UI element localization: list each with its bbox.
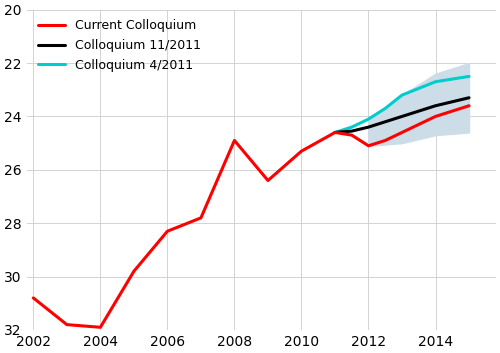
Colloquium 11/2011: [466, 96, 472, 100]
Current Colloquium: [298, 149, 304, 153]
Current Colloquium: [30, 296, 36, 300]
Current Colloquium: [399, 130, 405, 134]
Colloquium 4/2011: [382, 106, 388, 110]
Line: Current Colloquium: Current Colloquium: [34, 106, 469, 327]
Current Colloquium: [432, 114, 438, 119]
Colloquium 4/2011: [399, 93, 405, 97]
Current Colloquium: [382, 138, 388, 143]
Colloquium 4/2011: [432, 80, 438, 84]
Colloquium 11/2011: [399, 114, 405, 119]
Current Colloquium: [348, 133, 354, 137]
Colloquium 11/2011: [432, 104, 438, 108]
Colloquium 11/2011: [382, 120, 388, 124]
Current Colloquium: [98, 325, 103, 329]
Colloquium 4/2011: [348, 125, 354, 129]
Current Colloquium: [64, 323, 70, 327]
Current Colloquium: [366, 144, 372, 148]
Line: Colloquium 11/2011: Colloquium 11/2011: [335, 98, 469, 132]
Colloquium 11/2011: [348, 129, 354, 133]
Current Colloquium: [198, 216, 204, 220]
Current Colloquium: [265, 178, 271, 183]
Current Colloquium: [131, 269, 137, 273]
Current Colloquium: [232, 138, 237, 143]
Colloquium 4/2011: [466, 74, 472, 78]
Colloquium 4/2011: [366, 117, 372, 121]
Colloquium 4/2011: [332, 130, 338, 134]
Colloquium 11/2011: [332, 130, 338, 134]
Line: Colloquium 4/2011: Colloquium 4/2011: [335, 76, 469, 132]
Current Colloquium: [164, 229, 170, 233]
Legend: Current Colloquium, Colloquium 11/2011, Colloquium 4/2011: Current Colloquium, Colloquium 11/2011, …: [38, 19, 201, 72]
Current Colloquium: [466, 104, 472, 108]
Colloquium 11/2011: [366, 125, 372, 129]
Current Colloquium: [332, 130, 338, 134]
